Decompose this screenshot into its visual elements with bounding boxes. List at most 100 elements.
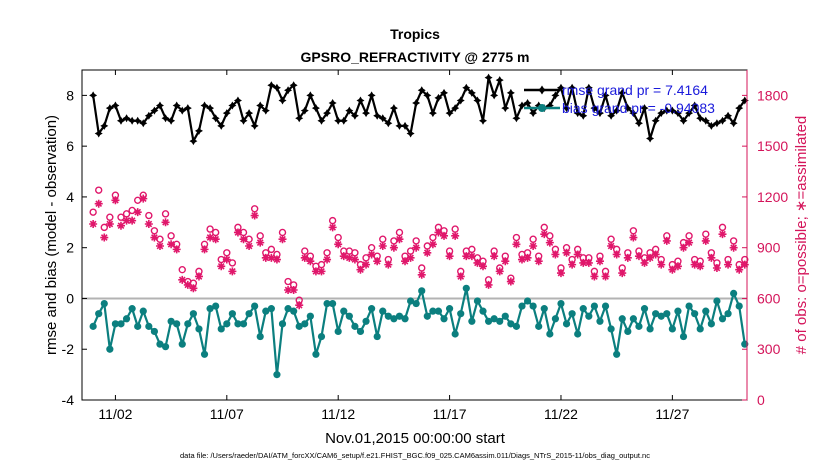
bias-point [546, 330, 554, 338]
assimilated-obs-point [189, 284, 198, 293]
rmse-point [456, 96, 465, 105]
bias-point [702, 307, 710, 315]
bias-point [713, 297, 721, 305]
possible-obs-point [117, 213, 125, 221]
assimilated-obs-point [144, 220, 153, 228]
assimilated-obs-point [116, 221, 125, 230]
bias-point [457, 310, 465, 318]
rmse-point [406, 129, 415, 138]
bias-point [423, 312, 431, 320]
bias-point [596, 317, 604, 325]
rmse-point [517, 101, 526, 110]
possible-obs-point [161, 210, 170, 218]
rmse-point [462, 83, 471, 92]
assimilated-obs-point [94, 199, 103, 208]
rmse-point [323, 109, 332, 118]
bias-point [122, 315, 131, 323]
rmse-point [623, 104, 632, 113]
x-axis-label: Nov.01,2015 00:00:00 start [325, 430, 506, 447]
bias-point [395, 312, 404, 320]
legend-bias-label: bias grand pr = -0.94083 [562, 100, 715, 116]
right-y-tick-label: 0 [757, 392, 765, 408]
rmse-point [155, 101, 164, 110]
bias-point [173, 320, 181, 328]
bias-point [440, 315, 448, 323]
rmse-point [657, 109, 666, 118]
rmse-point [328, 99, 337, 107]
bias-point [590, 302, 598, 310]
y-tick-label: 8 [66, 87, 74, 103]
possible-obs-point [167, 232, 175, 240]
bias-point [312, 350, 320, 358]
assimilated-obs-point [306, 257, 315, 266]
bias-point [479, 307, 487, 315]
rmse-point [222, 109, 231, 118]
bias-point [652, 310, 660, 318]
assimilated-obs-point [729, 243, 738, 252]
rmse-point [484, 73, 493, 82]
assimilated-obs-point [495, 267, 504, 276]
rmse-point [523, 99, 532, 107]
bias-point [562, 320, 571, 328]
rmse-point [712, 119, 721, 128]
assimilated-obs-point [89, 220, 98, 228]
possible-obs-point [284, 277, 292, 286]
rmse-point [256, 101, 265, 110]
bias-point [484, 317, 493, 325]
bias-point [379, 307, 387, 315]
bias-point [256, 332, 264, 341]
assimilated-obs-point [128, 216, 137, 225]
x-tick-label: 11/07 [210, 406, 244, 422]
assimilated-obs-point [378, 242, 387, 250]
rmse-point [278, 96, 287, 105]
bias-point [184, 320, 192, 328]
assimilated-obs-point [467, 252, 476, 261]
bias-point [134, 322, 142, 330]
rmse-point [100, 121, 109, 130]
rmse-point [740, 96, 749, 105]
right-y-tick-label: 900 [757, 240, 781, 256]
right-y-tick-label: 300 [757, 341, 781, 357]
bias-point [301, 320, 309, 328]
assimilated-obs-point [640, 258, 649, 267]
bias-point [730, 289, 738, 297]
rmse-point [217, 121, 226, 130]
right-y-axis-ticks: 0 300 600 900 1200 1500 1800 [742, 87, 788, 408]
assimilated-obs-point [529, 242, 538, 250]
rmse-point [350, 111, 359, 120]
bias-point [212, 302, 220, 310]
assimilated-obs-point [718, 230, 727, 239]
assimilated-obs-point [634, 252, 643, 261]
assimilated-obs-point [668, 265, 677, 274]
x-tick-label: 11/17 [433, 406, 467, 422]
bias-point [613, 350, 621, 358]
assimilated-obs-point [690, 260, 699, 269]
bias-point [629, 315, 637, 323]
assimilated-obs-point [512, 240, 521, 249]
rmse-point [345, 106, 354, 115]
rmse-point [334, 116, 343, 125]
bias-point [245, 310, 253, 318]
assimilated-obs-point [579, 258, 588, 267]
bias-point [189, 310, 197, 318]
assimilated-obs-point [139, 194, 148, 203]
assimilated-obs-point [100, 233, 109, 242]
assimilated-obs-point [534, 257, 543, 266]
rmse-point [618, 88, 627, 97]
possible-obs-point [206, 225, 214, 233]
rmse-point [250, 121, 259, 130]
assimilated-obs-point [701, 236, 710, 245]
bias-point [496, 317, 504, 325]
bias-point [501, 312, 509, 320]
rmse-point [94, 129, 103, 138]
assimilated-obs-point [724, 260, 733, 269]
rmse-point [178, 106, 187, 115]
assimilated-obs-point [440, 231, 449, 240]
bias-point [418, 287, 426, 295]
assimilated-obs-point [345, 253, 354, 262]
rmse-point [707, 121, 716, 130]
bias-point [217, 325, 225, 333]
bias-point [251, 302, 259, 310]
rmse-point [556, 83, 565, 92]
bias-point [451, 330, 459, 338]
